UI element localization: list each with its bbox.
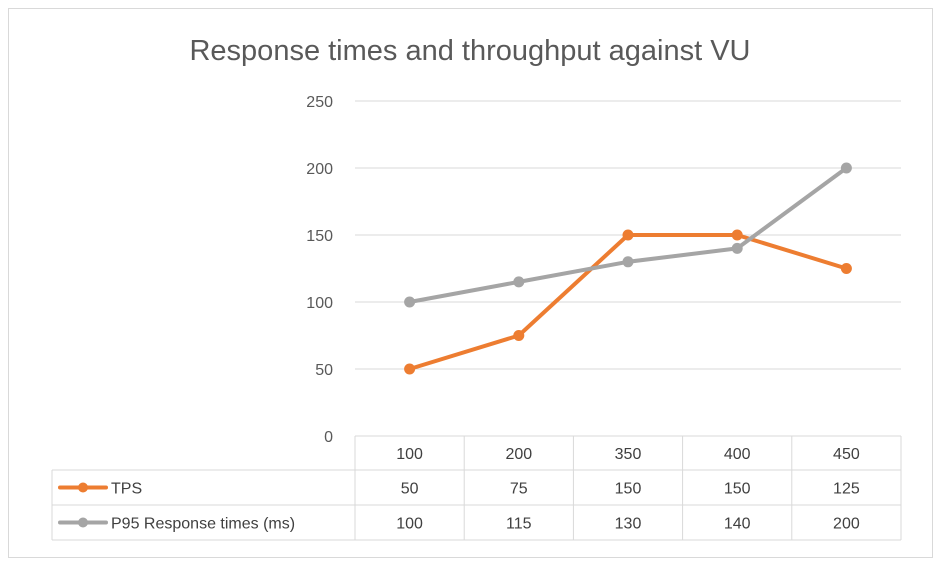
y-axis-ticks: 0 50 100 150 200 250 [306, 94, 333, 446]
chart-title: Response times and throughput against VU [189, 35, 750, 67]
series-tps [404, 229, 852, 375]
data-point [622, 256, 634, 268]
table-value-cell: 50 [401, 481, 419, 498]
legend-label: P95 Response times (ms) [111, 516, 295, 533]
data-point [513, 276, 525, 288]
x-category-label: 200 [505, 446, 532, 463]
data-point [513, 330, 525, 341]
legend-entry: P95 Response times (ms) [58, 516, 295, 533]
x-category-label: 100 [396, 446, 423, 463]
y-tick-label: 50 [315, 362, 333, 379]
data-point [731, 229, 743, 241]
x-category-label: 350 [615, 446, 642, 463]
y-tick-label: 150 [306, 228, 333, 245]
legend-label: TPS [111, 481, 142, 498]
x-category-label: 450 [833, 446, 860, 463]
legend-key-marker [78, 482, 88, 493]
y-tick-label: 250 [306, 94, 333, 111]
data-point [404, 296, 416, 308]
data-point [840, 263, 852, 274]
table-value-cell: 115 [506, 516, 532, 533]
table-value-cell: 140 [724, 516, 751, 533]
table-value-cell: 125 [833, 481, 860, 498]
legend-key-marker [78, 517, 88, 528]
table-value-cell: 130 [615, 516, 642, 533]
table-value-cell: 200 [833, 516, 860, 533]
table-value-cell: 150 [724, 481, 751, 498]
table-value-cell: 75 [510, 481, 528, 498]
data-point [404, 363, 416, 375]
x-category-label: 400 [724, 446, 751, 463]
y-tick-label: 200 [306, 161, 333, 178]
series-p95-response-times-ms- [404, 162, 852, 308]
table-value-cell: 150 [615, 481, 642, 498]
table-value-cell: 100 [396, 516, 423, 533]
data-point [731, 242, 743, 254]
legend-entry: TPS [58, 481, 142, 498]
gridlines [355, 100, 901, 370]
y-tick-label: 100 [306, 295, 333, 312]
data-table: 100 200 350 400 450 TPS 50 75 150 150 125 P95 Respo… [51, 435, 902, 541]
data-point [840, 162, 852, 174]
series-lines [404, 162, 852, 375]
data-point [622, 229, 634, 241]
y-tick-label: 0 [324, 429, 333, 446]
chart-frame [8, 8, 933, 558]
